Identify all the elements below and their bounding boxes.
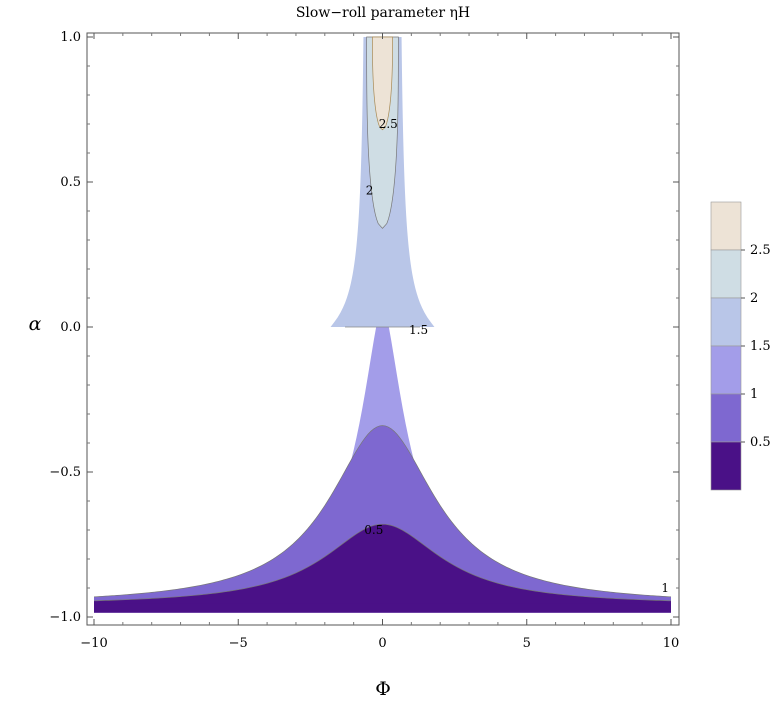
contour-line-0.5 [93, 523, 672, 602]
region-above-2.5 [372, 36, 393, 131]
legend-label: 2.5 [750, 243, 771, 258]
axis-ticks: −10 −5 0 5 10 −1.0 −0.5 0.0 0.5 1.0 [49, 30, 679, 651]
y-tick-label: 0.5 [60, 175, 81, 190]
x-tick-label: −10 [80, 636, 107, 651]
contour-labels: 2.5 2 1.5 0.5 1 [364, 117, 669, 595]
title-main: Slow−roll parameter ηH [296, 5, 470, 21]
y-axis-title: α [29, 313, 42, 335]
x-tick-label: −5 [229, 636, 248, 651]
legend-label: 1.5 [750, 339, 771, 354]
contour-regions [94, 36, 671, 613]
contour-label: 2.5 [379, 117, 398, 131]
contour-label: 2 [366, 184, 374, 198]
contour-line-1 [93, 425, 672, 598]
x-axis-title: Φ [375, 678, 391, 700]
legend-label: 0.5 [750, 435, 771, 450]
legend-swatch [710, 201, 742, 251]
legend-swatch [710, 393, 742, 443]
region-0.5-1 [94, 425, 671, 613]
y-tick-label: 0.0 [60, 320, 81, 335]
contour-label: 0.5 [364, 523, 383, 537]
contour-label: 1 [661, 581, 669, 595]
x-tick-label: 0 [378, 636, 386, 651]
legend-swatch [710, 249, 742, 299]
y-tick-label: −1.0 [49, 610, 81, 625]
x-tick-label: 5 [523, 636, 531, 651]
chart-title: Slow−roll parameter ηH [296, 5, 470, 21]
legend-swatch [710, 441, 742, 491]
legend-swatch [710, 345, 742, 395]
x-tick-label: 10 [663, 636, 680, 651]
contour-label: 1.5 [409, 323, 428, 337]
region-bottom-band [94, 603, 671, 613]
y-tick-label: −0.5 [49, 465, 81, 480]
contour-lines [93, 326, 672, 602]
legend-label: 1 [750, 387, 758, 402]
y-tick-label: 1.0 [60, 30, 81, 45]
color-legend: 2.5 2 1.5 1 0.5 [710, 201, 771, 491]
region-below-0.5 [94, 524, 671, 613]
legend-label: 2 [750, 291, 758, 306]
legend-swatch [710, 297, 742, 347]
